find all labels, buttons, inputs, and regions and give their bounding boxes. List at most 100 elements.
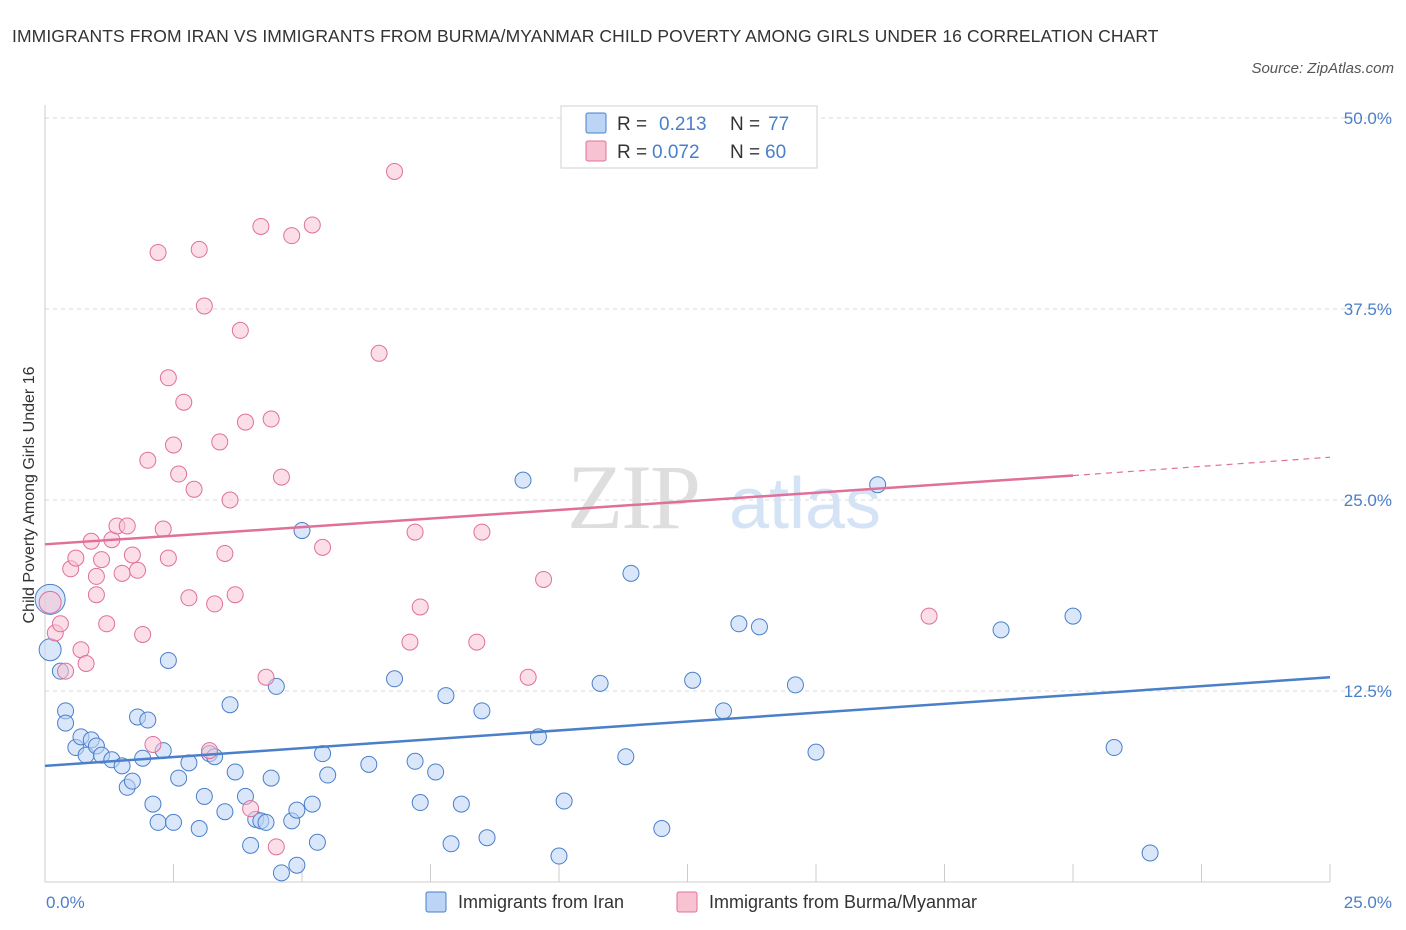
legend-burma-r-value: 0.072	[652, 142, 700, 163]
axes: 12.5% 25.0% 37.5% 50.0% 0.0% 25.0%	[44, 105, 1392, 912]
series-legend-iran-swatch	[425, 891, 447, 913]
iran-point	[293, 522, 311, 540]
legend-burma-r-label: R =	[617, 142, 647, 163]
iran-point	[750, 618, 768, 636]
burma-point	[468, 633, 486, 651]
iran-point	[473, 702, 491, 720]
burma-point	[303, 216, 321, 234]
burma-point	[406, 523, 424, 541]
y-tick-label: 37.5%	[1344, 300, 1392, 319]
burma-point	[93, 551, 111, 569]
iran-point	[550, 847, 568, 865]
iran-point	[452, 795, 470, 813]
iran-point	[478, 829, 496, 847]
burma-point	[920, 607, 938, 625]
watermark-zip: ZIP	[567, 446, 699, 548]
iran-point	[57, 714, 75, 732]
burma-point	[206, 595, 224, 613]
burma-point	[98, 615, 116, 633]
series-legend-iran-label: Immigrants from Iran	[458, 892, 624, 912]
burma-point	[401, 633, 419, 651]
burma-point	[113, 564, 131, 582]
burma-point	[231, 321, 249, 339]
iran-point	[427, 763, 445, 781]
series-legend-burma-label: Immigrants from Burma/Myanmar	[709, 892, 977, 912]
iran-point	[653, 820, 671, 838]
watermark: ZIP atlas	[567, 446, 881, 548]
watermark-atlas: atlas	[729, 464, 881, 544]
burma-point	[149, 243, 167, 261]
legend-iran-n-label: N =	[730, 114, 760, 135]
burma-point	[159, 369, 177, 387]
burma-point	[257, 668, 275, 686]
burma-point	[139, 451, 157, 469]
iran-point	[216, 803, 234, 821]
iran-point	[807, 743, 825, 761]
burma-point	[87, 567, 105, 585]
burma-point	[190, 240, 208, 258]
series-legend-burma-swatch	[676, 891, 698, 913]
burma-point	[226, 586, 244, 604]
burma-point	[180, 589, 198, 607]
iran-point	[195, 787, 213, 805]
iran-point	[149, 813, 167, 831]
burma-point	[370, 344, 388, 362]
iran-point	[730, 615, 748, 633]
burma-point	[87, 586, 105, 604]
iran-point	[221, 696, 239, 714]
iran-point	[406, 752, 424, 770]
burma-point	[57, 662, 75, 680]
burma-point	[216, 544, 234, 562]
correlation-legend: R = 0.213 N = 77 R = 0.072 N = 60	[560, 105, 818, 169]
iran-point	[288, 856, 306, 874]
chart-title: IMMIGRANTS FROM IRAN VS IMMIGRANTS FROM …	[12, 26, 1159, 46]
iran-point	[437, 687, 455, 705]
x-tick-label-min: 0.0%	[46, 893, 85, 912]
burma-point	[200, 742, 218, 760]
burma-point	[473, 523, 491, 541]
iran-point	[622, 564, 640, 582]
y-tick-label: 12.5%	[1344, 682, 1392, 701]
iran-point	[144, 795, 162, 813]
iran-point	[360, 755, 378, 773]
iran-point	[617, 748, 635, 766]
burma-point	[211, 433, 229, 451]
iran-point	[139, 711, 157, 729]
burma-point	[175, 393, 193, 411]
iran-point	[272, 864, 290, 882]
burma-point	[314, 538, 332, 556]
iran-point	[38, 638, 62, 662]
burma-point	[165, 436, 182, 454]
trend-lines	[44, 456, 1331, 768]
burma-point	[144, 735, 162, 753]
burma-point	[221, 491, 239, 509]
iran-point	[442, 835, 460, 853]
burma-point	[411, 598, 429, 616]
iran-point	[992, 621, 1010, 639]
legend-burma-n-label: N =	[730, 142, 760, 163]
burma-point	[129, 561, 147, 579]
iran-point	[262, 769, 280, 787]
burma-point	[195, 297, 213, 315]
burma-point	[51, 615, 69, 633]
burma-point	[134, 625, 152, 643]
iran-point	[714, 702, 732, 720]
burma-point	[272, 468, 290, 486]
iran-point	[869, 476, 887, 494]
iran-point	[123, 772, 141, 790]
burma-point	[123, 546, 141, 564]
iran-point	[308, 833, 326, 851]
legend-burma-n-value: 60	[765, 142, 786, 163]
iran-point	[288, 801, 306, 819]
legend-iran-r-value: 0.213	[659, 114, 707, 135]
burma-point	[118, 517, 136, 535]
iran-point	[257, 813, 275, 831]
iran-point	[555, 792, 573, 810]
iran-point	[319, 766, 337, 784]
iran-point	[159, 651, 177, 669]
iran-point	[684, 671, 702, 689]
iran-point	[170, 769, 188, 787]
burma-point	[386, 162, 404, 180]
y-axis-label: Child Poverty Among Girls Under 16	[21, 366, 38, 623]
